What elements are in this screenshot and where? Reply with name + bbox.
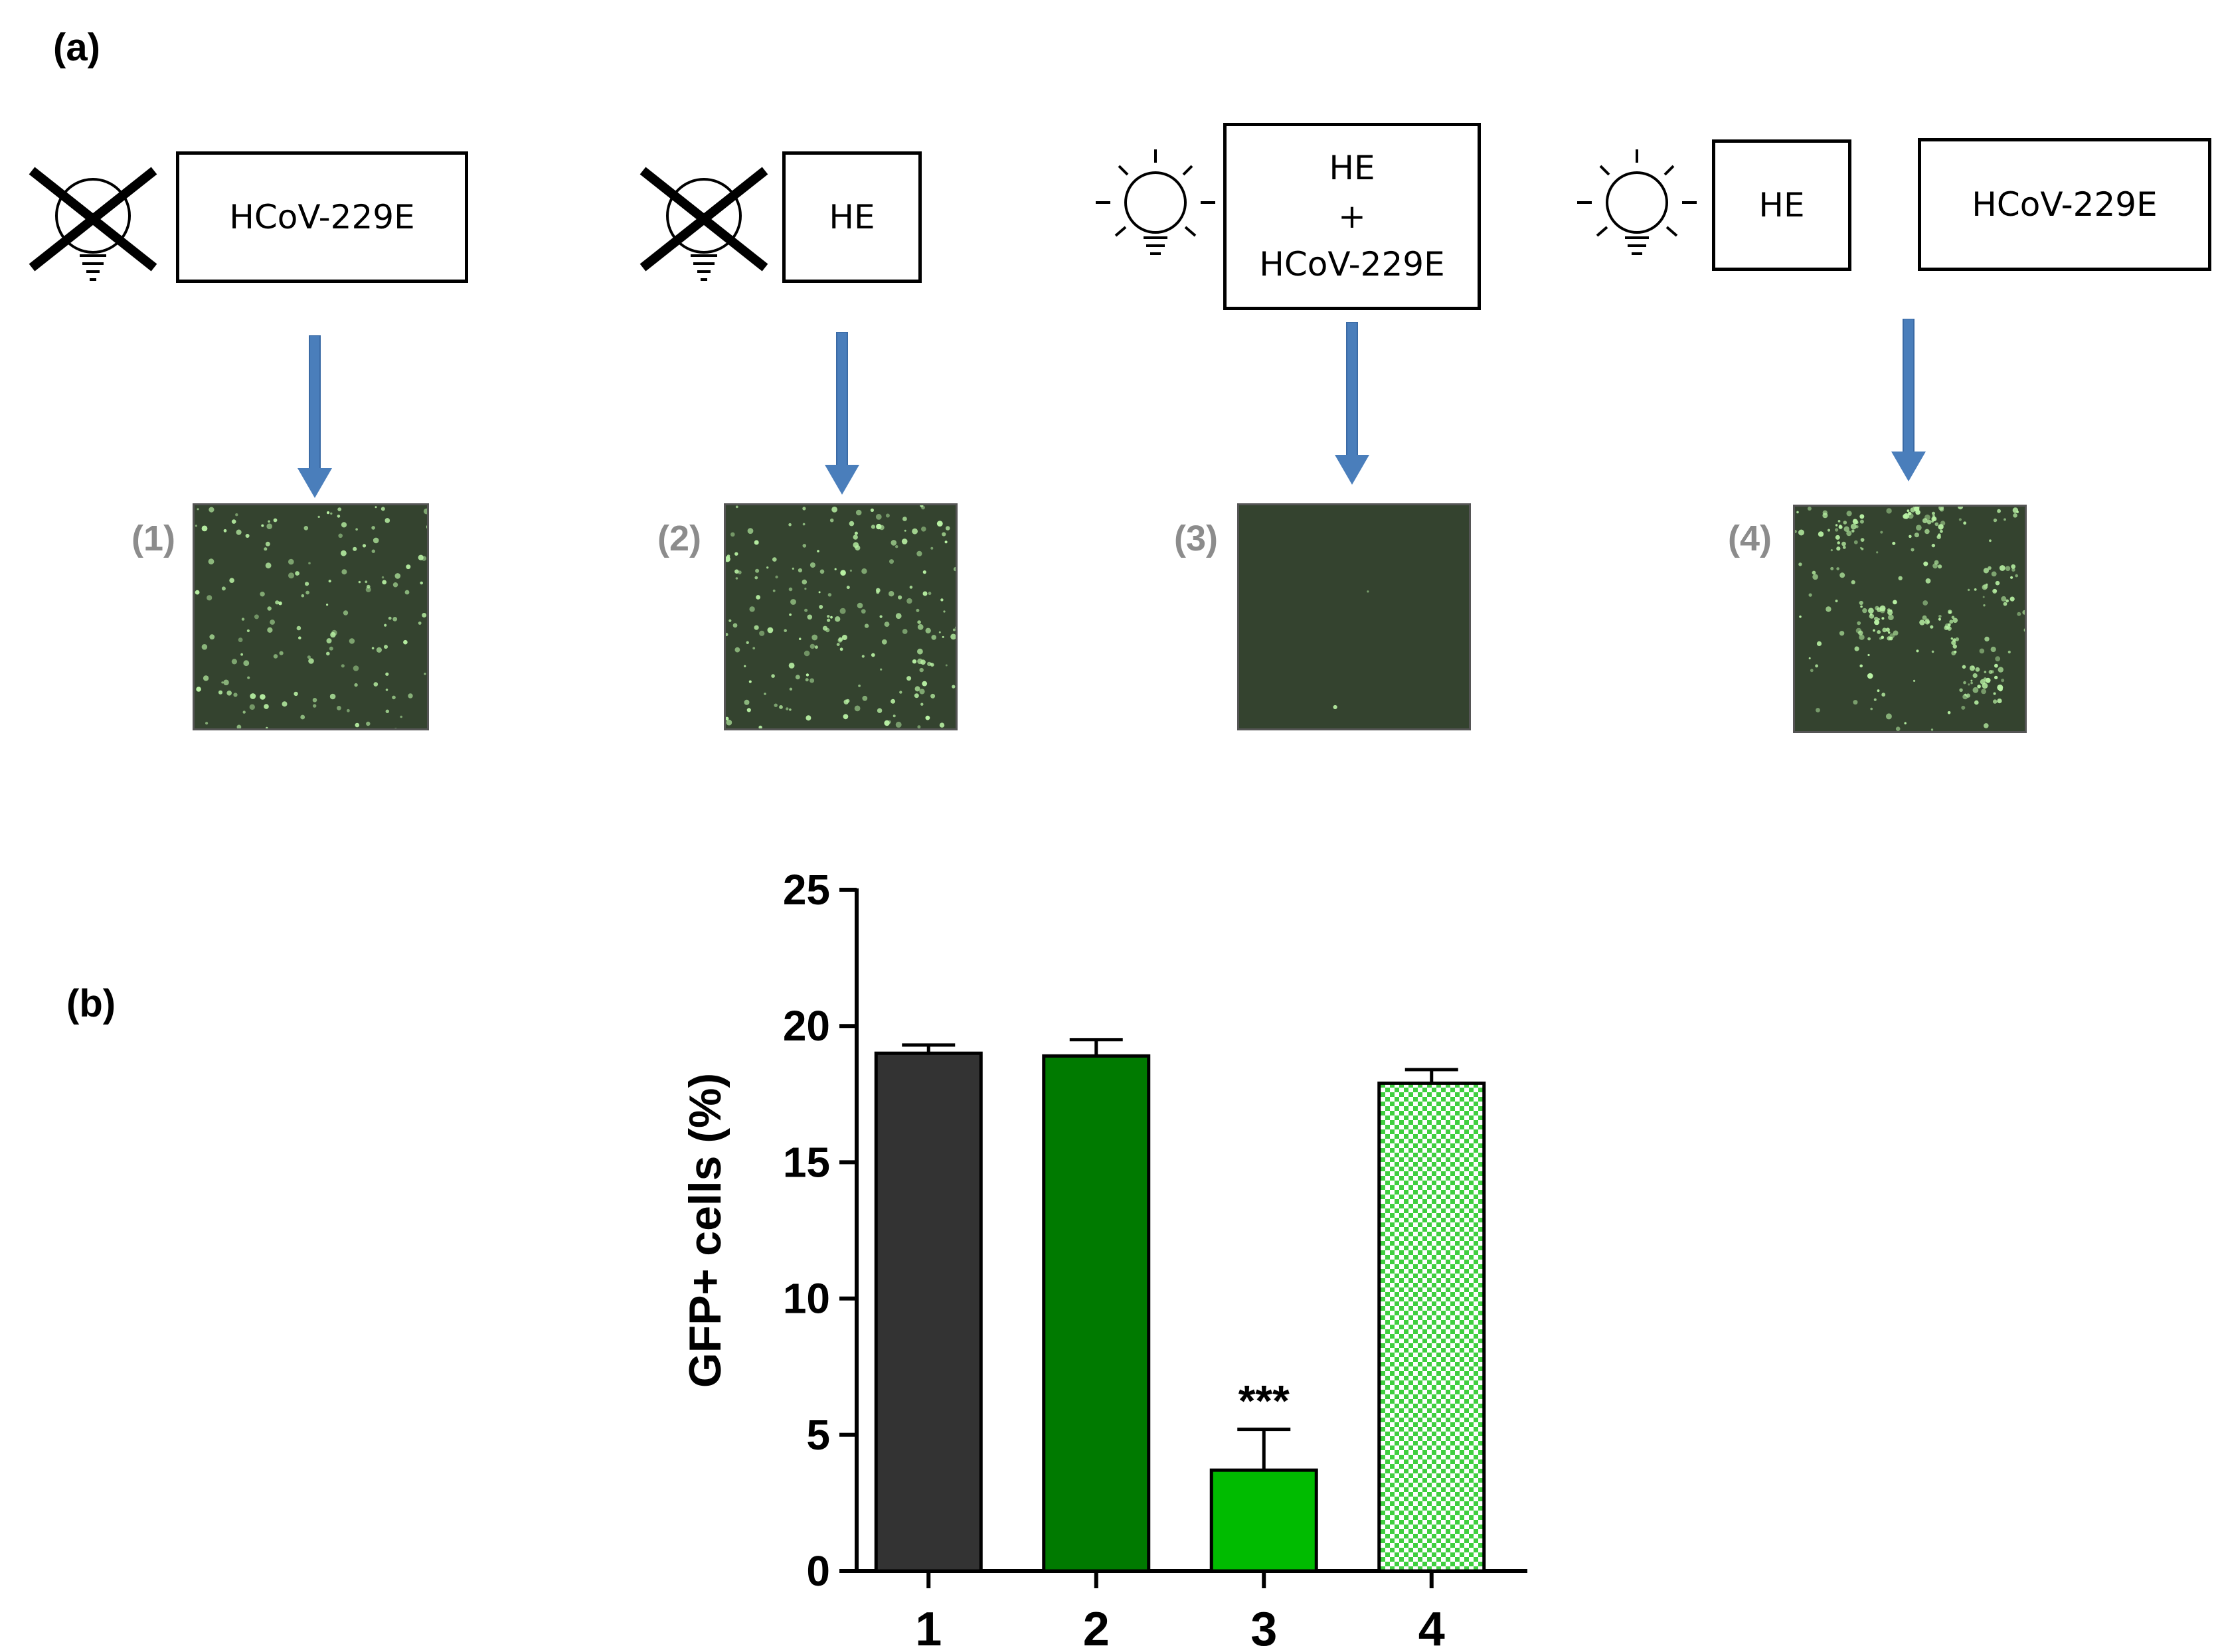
crossed-light-bulb-icon <box>29 167 157 281</box>
y-tick-label: 15 <box>783 1138 830 1186</box>
bar-1 <box>874 1051 983 1573</box>
down-arrow-icon <box>825 332 859 495</box>
y-tick-label: 5 <box>806 1411 830 1459</box>
bar-2 <box>1042 1054 1151 1573</box>
panel-a-label: (a) <box>53 26 100 69</box>
micrograph-4 <box>1793 505 2027 733</box>
y-tick-label: 0 <box>806 1547 830 1595</box>
micrograph-1-canvas <box>195 505 427 728</box>
condition-2-box: HE <box>782 151 922 283</box>
micrograph-2-canvas <box>726 505 956 728</box>
condition-1-box: HCoV-229E <box>176 151 468 283</box>
bar-3 <box>1209 1468 1318 1573</box>
condition-1-label: HCoV-229E <box>229 197 415 236</box>
image-1-label: (1) <box>131 519 175 558</box>
micrograph-1 <box>193 503 429 730</box>
light-bulb-on-icon <box>1577 149 1697 255</box>
y-tick-label: 10 <box>783 1275 830 1323</box>
image-3-label: (3) <box>1174 519 1218 558</box>
micrograph-3-canvas <box>1239 505 1469 728</box>
micrograph-2 <box>724 503 958 730</box>
significance-annotation: *** <box>1238 1376 1290 1426</box>
bar-4 <box>1377 1081 1486 1573</box>
down-arrow-icon <box>298 335 332 498</box>
condition-4-label-virus: HCoV-229E <box>1972 185 2158 224</box>
panel-b-label: (b) <box>66 982 116 1025</box>
condition-3-box: HE + HCoV-229E <box>1223 123 1481 310</box>
x-tick-label: 2 <box>1083 1603 1110 1652</box>
image-4-label: (4) <box>1728 519 1772 558</box>
down-arrow-icon <box>1335 322 1369 485</box>
micrograph-4-canvas <box>1795 507 2025 731</box>
condition-3-label: HE + HCoV-229E <box>1259 149 1445 284</box>
x-tick-label: 4 <box>1418 1603 1445 1652</box>
down-arrow-icon <box>1891 319 1926 481</box>
x-tick-label: 1 <box>915 1603 942 1652</box>
condition-2-label: HE <box>829 197 875 236</box>
condition-4-box-virus: HCoV-229E <box>1918 138 2211 271</box>
micrograph-3 <box>1237 503 1471 730</box>
condition-4-label-he: HE <box>1758 185 1805 224</box>
image-2-label: (2) <box>657 519 701 558</box>
light-bulb-on-icon <box>1096 149 1215 255</box>
y-tick-label: 25 <box>783 866 830 914</box>
y-axis-label: GFP+ cells (%) <box>680 1073 730 1388</box>
x-tick-label: 3 <box>1250 1603 1277 1652</box>
y-tick-label: 20 <box>783 1002 830 1050</box>
crossed-light-bulb-icon <box>639 167 768 281</box>
condition-4-box-he: HE <box>1712 139 1851 271</box>
